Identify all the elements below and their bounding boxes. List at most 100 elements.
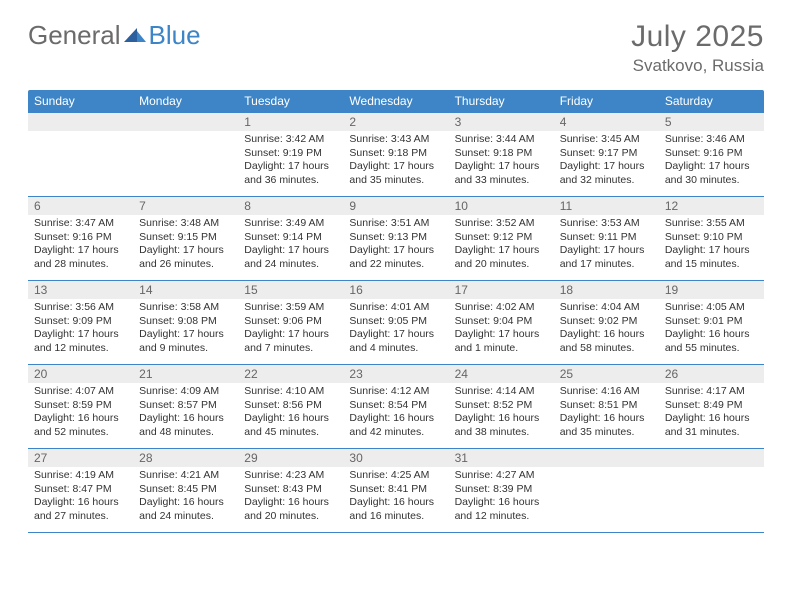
col-monday: Monday: [133, 90, 238, 113]
calendar-day-cell: 5Sunrise: 3:46 AMSunset: 9:16 PMDaylight…: [659, 113, 764, 197]
sunrise-line: Sunrise: 3:51 AM: [349, 217, 442, 231]
daylight-line: Daylight: 16 hours and 35 minutes.: [560, 412, 653, 439]
col-sunday: Sunday: [28, 90, 133, 113]
day-number-empty: [659, 449, 764, 467]
day-details: Sunrise: 3:56 AMSunset: 9:09 PMDaylight:…: [28, 299, 133, 360]
calendar-week-row: 27Sunrise: 4:19 AMSunset: 8:47 PMDayligh…: [28, 449, 764, 533]
daylight-line: Daylight: 17 hours and 7 minutes.: [244, 328, 337, 355]
sunset-line: Sunset: 9:11 PM: [560, 231, 653, 245]
daylight-line: Daylight: 17 hours and 17 minutes.: [560, 244, 653, 271]
calendar-day-cell: [554, 449, 659, 533]
calendar-day-cell: 13Sunrise: 3:56 AMSunset: 9:09 PMDayligh…: [28, 281, 133, 365]
sunset-line: Sunset: 9:12 PM: [455, 231, 548, 245]
day-number: 25: [554, 365, 659, 383]
day-number: 8: [238, 197, 343, 215]
day-details: Sunrise: 4:01 AMSunset: 9:05 PMDaylight:…: [343, 299, 448, 360]
day-details: Sunrise: 3:53 AMSunset: 9:11 PMDaylight:…: [554, 215, 659, 276]
calendar-week-row: 20Sunrise: 4:07 AMSunset: 8:59 PMDayligh…: [28, 365, 764, 449]
sunrise-line: Sunrise: 4:05 AM: [665, 301, 758, 315]
sunset-line: Sunset: 8:43 PM: [244, 483, 337, 497]
daylight-line: Daylight: 16 hours and 52 minutes.: [34, 412, 127, 439]
day-number: 20: [28, 365, 133, 383]
calendar-day-cell: 9Sunrise: 3:51 AMSunset: 9:13 PMDaylight…: [343, 197, 448, 281]
daylight-line: Daylight: 17 hours and 15 minutes.: [665, 244, 758, 271]
daylight-line: Daylight: 17 hours and 24 minutes.: [244, 244, 337, 271]
sunrise-line: Sunrise: 4:14 AM: [455, 385, 548, 399]
sunset-line: Sunset: 9:18 PM: [349, 147, 442, 161]
day-details: Sunrise: 3:42 AMSunset: 9:19 PMDaylight:…: [238, 131, 343, 192]
sunset-line: Sunset: 9:14 PM: [244, 231, 337, 245]
logo: General Blue: [28, 20, 201, 51]
day-number: 10: [449, 197, 554, 215]
sunrise-line: Sunrise: 4:25 AM: [349, 469, 442, 483]
day-details: Sunrise: 3:55 AMSunset: 9:10 PMDaylight:…: [659, 215, 764, 276]
sunset-line: Sunset: 9:16 PM: [665, 147, 758, 161]
sunrise-line: Sunrise: 4:16 AM: [560, 385, 653, 399]
sunrise-line: Sunrise: 4:10 AM: [244, 385, 337, 399]
calendar-day-cell: 15Sunrise: 3:59 AMSunset: 9:06 PMDayligh…: [238, 281, 343, 365]
day-details: Sunrise: 4:10 AMSunset: 8:56 PMDaylight:…: [238, 383, 343, 444]
sunrise-line: Sunrise: 3:45 AM: [560, 133, 653, 147]
location-label: Svatkovo, Russia: [631, 56, 764, 76]
calendar-table: Sunday Monday Tuesday Wednesday Thursday…: [28, 90, 764, 533]
day-number: 1: [238, 113, 343, 131]
day-number: 27: [28, 449, 133, 467]
sunset-line: Sunset: 8:57 PM: [139, 399, 232, 413]
day-number: 22: [238, 365, 343, 383]
day-details: Sunrise: 3:58 AMSunset: 9:08 PMDaylight:…: [133, 299, 238, 360]
sunrise-line: Sunrise: 3:48 AM: [139, 217, 232, 231]
sunset-line: Sunset: 9:09 PM: [34, 315, 127, 329]
calendar-day-cell: 22Sunrise: 4:10 AMSunset: 8:56 PMDayligh…: [238, 365, 343, 449]
day-details: Sunrise: 3:45 AMSunset: 9:17 PMDaylight:…: [554, 131, 659, 192]
day-details: Sunrise: 4:19 AMSunset: 8:47 PMDaylight:…: [28, 467, 133, 528]
daylight-line: Daylight: 17 hours and 4 minutes.: [349, 328, 442, 355]
calendar-week-row: 1Sunrise: 3:42 AMSunset: 9:19 PMDaylight…: [28, 113, 764, 197]
day-number: 17: [449, 281, 554, 299]
sunrise-line: Sunrise: 4:17 AM: [665, 385, 758, 399]
triangle-icon: [124, 20, 146, 51]
daylight-line: Daylight: 17 hours and 9 minutes.: [139, 328, 232, 355]
day-number: 6: [28, 197, 133, 215]
daylight-line: Daylight: 17 hours and 28 minutes.: [34, 244, 127, 271]
calendar-day-cell: 12Sunrise: 3:55 AMSunset: 9:10 PMDayligh…: [659, 197, 764, 281]
calendar-day-cell: 25Sunrise: 4:16 AMSunset: 8:51 PMDayligh…: [554, 365, 659, 449]
day-details: Sunrise: 4:21 AMSunset: 8:45 PMDaylight:…: [133, 467, 238, 528]
day-number: 13: [28, 281, 133, 299]
sunrise-line: Sunrise: 3:43 AM: [349, 133, 442, 147]
calendar-day-cell: 31Sunrise: 4:27 AMSunset: 8:39 PMDayligh…: [449, 449, 554, 533]
sunrise-line: Sunrise: 3:53 AM: [560, 217, 653, 231]
day-number: 12: [659, 197, 764, 215]
day-details: Sunrise: 4:04 AMSunset: 9:02 PMDaylight:…: [554, 299, 659, 360]
day-number: 5: [659, 113, 764, 131]
day-details: Sunrise: 3:44 AMSunset: 9:18 PMDaylight:…: [449, 131, 554, 192]
day-details: Sunrise: 4:16 AMSunset: 8:51 PMDaylight:…: [554, 383, 659, 444]
day-number: 21: [133, 365, 238, 383]
day-number: 2: [343, 113, 448, 131]
calendar-day-cell: 23Sunrise: 4:12 AMSunset: 8:54 PMDayligh…: [343, 365, 448, 449]
sunset-line: Sunset: 9:18 PM: [455, 147, 548, 161]
sunrise-line: Sunrise: 4:01 AM: [349, 301, 442, 315]
sunset-line: Sunset: 8:56 PM: [244, 399, 337, 413]
sunset-line: Sunset: 8:45 PM: [139, 483, 232, 497]
day-number: 31: [449, 449, 554, 467]
title-block: July 2025 Svatkovo, Russia: [631, 20, 764, 76]
sunrise-line: Sunrise: 3:42 AM: [244, 133, 337, 147]
day-number: 29: [238, 449, 343, 467]
sunset-line: Sunset: 9:13 PM: [349, 231, 442, 245]
daylight-line: Daylight: 17 hours and 12 minutes.: [34, 328, 127, 355]
calendar-day-cell: 24Sunrise: 4:14 AMSunset: 8:52 PMDayligh…: [449, 365, 554, 449]
calendar-body: 1Sunrise: 3:42 AMSunset: 9:19 PMDaylight…: [28, 113, 764, 533]
sunrise-line: Sunrise: 3:46 AM: [665, 133, 758, 147]
day-number: 18: [554, 281, 659, 299]
day-details: Sunrise: 3:59 AMSunset: 9:06 PMDaylight:…: [238, 299, 343, 360]
day-details: Sunrise: 3:52 AMSunset: 9:12 PMDaylight:…: [449, 215, 554, 276]
sunrise-line: Sunrise: 3:52 AM: [455, 217, 548, 231]
daylight-line: Daylight: 17 hours and 32 minutes.: [560, 160, 653, 187]
sunset-line: Sunset: 8:47 PM: [34, 483, 127, 497]
day-details: Sunrise: 4:02 AMSunset: 9:04 PMDaylight:…: [449, 299, 554, 360]
sunset-line: Sunset: 9:06 PM: [244, 315, 337, 329]
daylight-line: Daylight: 17 hours and 33 minutes.: [455, 160, 548, 187]
calendar-day-cell: 14Sunrise: 3:58 AMSunset: 9:08 PMDayligh…: [133, 281, 238, 365]
day-details: Sunrise: 3:48 AMSunset: 9:15 PMDaylight:…: [133, 215, 238, 276]
day-number: 26: [659, 365, 764, 383]
